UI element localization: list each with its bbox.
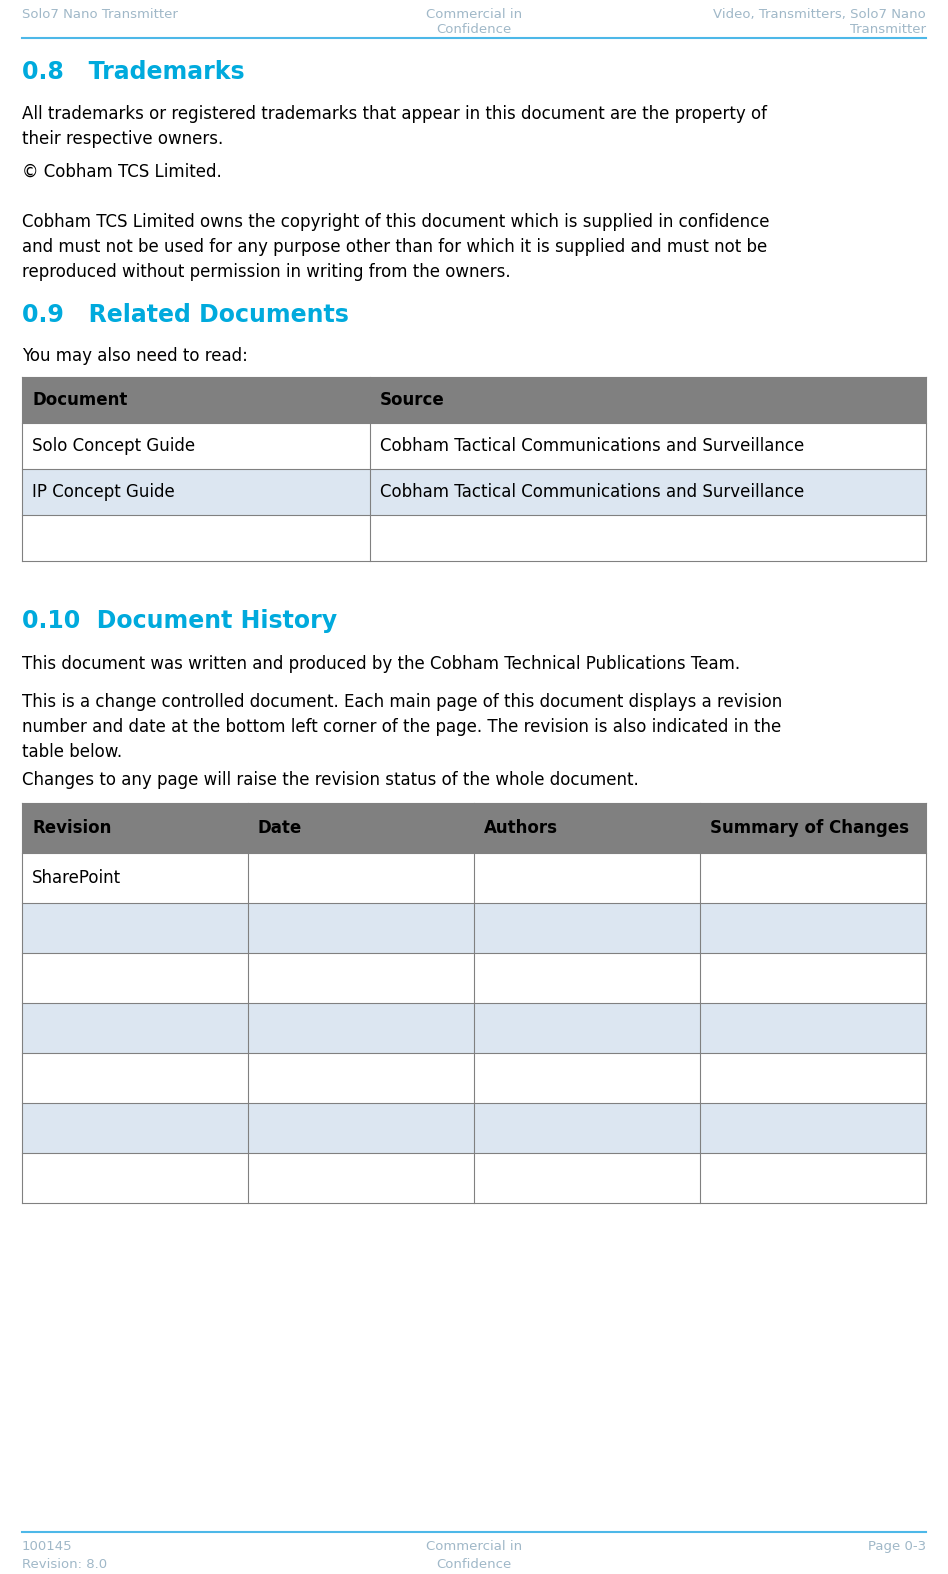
Bar xyxy=(22,803,926,853)
Text: All trademarks or registered trademarks that appear in this document are the pro: All trademarks or registered trademarks … xyxy=(22,105,767,148)
Bar xyxy=(22,515,926,560)
Bar xyxy=(22,423,926,469)
Bar xyxy=(22,1154,926,1203)
Bar xyxy=(22,1053,926,1103)
Text: Solo7 Nano Transmitter: Solo7 Nano Transmitter xyxy=(22,8,178,20)
Text: IP Concept Guide: IP Concept Guide xyxy=(32,483,174,501)
Text: This is a change controlled document. Each main page of this document displays a: This is a change controlled document. Ea… xyxy=(22,693,782,760)
Bar xyxy=(22,469,926,515)
Bar xyxy=(22,903,926,952)
Text: 100145
Revision: 8.0: 100145 Revision: 8.0 xyxy=(22,1539,107,1571)
Bar xyxy=(22,1003,926,1053)
Text: Document: Document xyxy=(32,390,127,409)
Bar xyxy=(22,378,926,423)
Text: Cobham Tactical Communications and Surveillance: Cobham Tactical Communications and Surve… xyxy=(380,483,804,501)
Text: 0.10  Document History: 0.10 Document History xyxy=(22,609,337,633)
Bar xyxy=(22,853,926,903)
Text: Date: Date xyxy=(258,818,302,837)
Text: Changes to any page will raise the revision status of the whole document.: Changes to any page will raise the revis… xyxy=(22,771,639,789)
Text: Authors: Authors xyxy=(484,818,558,837)
Text: Summary of Changes: Summary of Changes xyxy=(710,818,909,837)
Text: Cobham Tactical Communications and Surveillance: Cobham Tactical Communications and Surve… xyxy=(380,438,804,455)
Text: Commercial in
Confidence: Commercial in Confidence xyxy=(426,8,522,36)
Bar xyxy=(22,1103,926,1154)
Bar xyxy=(22,952,926,1003)
Text: © Cobham TCS Limited.: © Cobham TCS Limited. xyxy=(22,164,222,181)
Text: Cobham TCS Limited owns the copyright of this document which is supplied in conf: Cobham TCS Limited owns the copyright of… xyxy=(22,212,770,282)
Text: You may also need to read:: You may also need to read: xyxy=(22,346,247,365)
Text: Revision: Revision xyxy=(32,818,111,837)
Text: Video, Transmitters, Solo7 Nano
Transmitter: Video, Transmitters, Solo7 Nano Transmit… xyxy=(713,8,926,36)
Text: Solo Concept Guide: Solo Concept Guide xyxy=(32,438,195,455)
Text: Source: Source xyxy=(380,390,445,409)
Text: This document was written and produced by the Cobham Technical Publications Team: This document was written and produced b… xyxy=(22,655,740,674)
Text: 0.9   Related Documents: 0.9 Related Documents xyxy=(22,304,349,327)
Text: Page 0-3: Page 0-3 xyxy=(867,1539,926,1554)
Text: 0.8   Trademarks: 0.8 Trademarks xyxy=(22,60,245,83)
Text: Commercial in
Confidence: Commercial in Confidence xyxy=(426,1539,522,1571)
Text: SharePoint: SharePoint xyxy=(32,869,121,888)
